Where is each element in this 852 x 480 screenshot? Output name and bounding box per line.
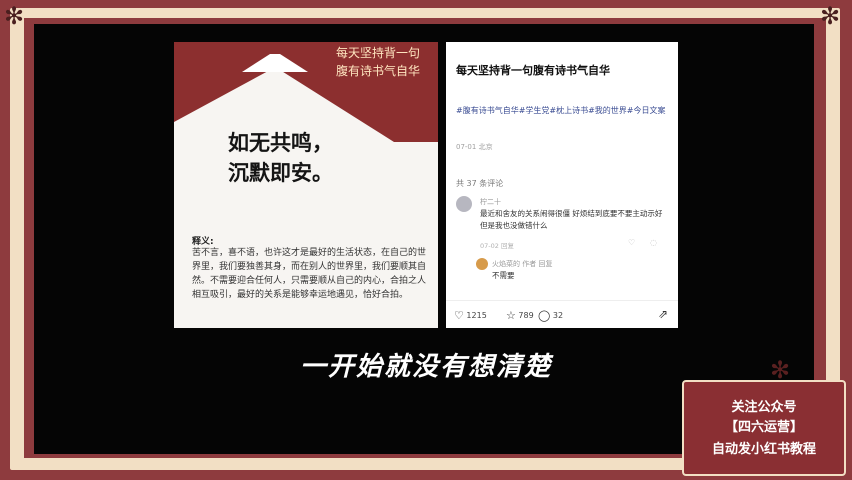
post-detail-panel: 每天坚持背一句腹有诗书气自华 #腹有诗书气自华#学生党#枕上诗书#我的世界#今日… <box>446 42 678 328</box>
like-stat[interactable]: ♡ 1215 <box>454 309 487 322</box>
video-subtitle: 一开始就没有想清楚 <box>299 352 552 382</box>
promo-badge: 关注公众号 【四六运营】 自动发小红书教程 <box>682 380 846 476</box>
heart-icon: ♡ <box>454 309 464 322</box>
post-title: 每天坚持背一句腹有诗书气自华 <box>456 64 610 77</box>
comment-meta: 07-02 回复 <box>480 242 514 250</box>
post-image[interactable]: 每天坚持背一句 腹有诗书气自华 如无共鸣， 沉默即安。 释义: 苦不言，喜不语，… <box>174 42 438 328</box>
promo-line-1: 关注公众号 <box>731 400 797 415</box>
promo-line-3: 自动发小红书教程 <box>711 442 816 457</box>
comment-text: 最近和舍友的关系闹得很僵 好烦结到底要不要主动示好 但是我也没做错什么 <box>480 209 663 230</box>
lamp-caption-line-2: 腹有诗书气自华 <box>335 64 420 78</box>
post-date: 07-01 北京 <box>456 143 493 151</box>
comment-count: 共 37 条评论 <box>456 179 504 188</box>
reply-avatar[interactable] <box>476 258 488 270</box>
collect-count: 789 <box>518 311 534 320</box>
comment-reply-icon[interactable]: ◌ <box>650 238 657 247</box>
quote-line-2: 沉默即安。 <box>228 161 333 185</box>
comment-bubble-icon: ◯ <box>538 309 551 322</box>
collect-stat[interactable]: ☆ 789 <box>506 309 534 322</box>
quote-line-1: 如无共鸣， <box>228 131 333 155</box>
post-hashtags[interactable]: #腹有诗书气自华#学生党#枕上诗书#我的世界#今日文案 <box>456 106 666 115</box>
comment-like-icon[interactable]: ♡ <box>628 238 636 247</box>
spider-web-icon: ✻ <box>820 2 841 30</box>
explain-body: 苦不言，喜不语，也许这才是最好的生活状态，在自己的世界里，我们要独善其身，而在别… <box>192 248 427 300</box>
reply-text: 不需要 <box>492 271 515 280</box>
comment-stat[interactable]: ◯ 32 <box>538 309 563 322</box>
action-bar: ♡ 1215 ☆ 789 ◯ 32 ⇗ <box>446 300 678 329</box>
like-count: 1215 <box>466 311 487 320</box>
reply-username[interactable]: 火焰菜的 作者 回复 <box>492 260 553 268</box>
lamp-icon <box>242 54 308 72</box>
star-icon: ☆ <box>506 309 516 322</box>
avatar[interactable] <box>456 196 472 212</box>
spider-web-icon: ✻ <box>770 356 791 384</box>
quote-text: 如无共鸣， 沉默即安。 <box>228 128 388 188</box>
lamp-light-shape <box>174 70 438 328</box>
lamp-caption: 每天坚持背一句 腹有诗书气自华 <box>328 44 428 80</box>
comments-number: 32 <box>552 311 564 320</box>
comment-username[interactable]: 柠二十 <box>480 198 501 206</box>
spider-web-icon: ✻ <box>4 2 25 30</box>
lamp-caption-line-1: 每天坚持背一句 <box>335 46 420 60</box>
share-icon[interactable]: ⇗ <box>657 307 668 321</box>
promo-line-2: 【四六运营】 <box>724 420 803 435</box>
explain-title: 释义: <box>192 237 214 247</box>
